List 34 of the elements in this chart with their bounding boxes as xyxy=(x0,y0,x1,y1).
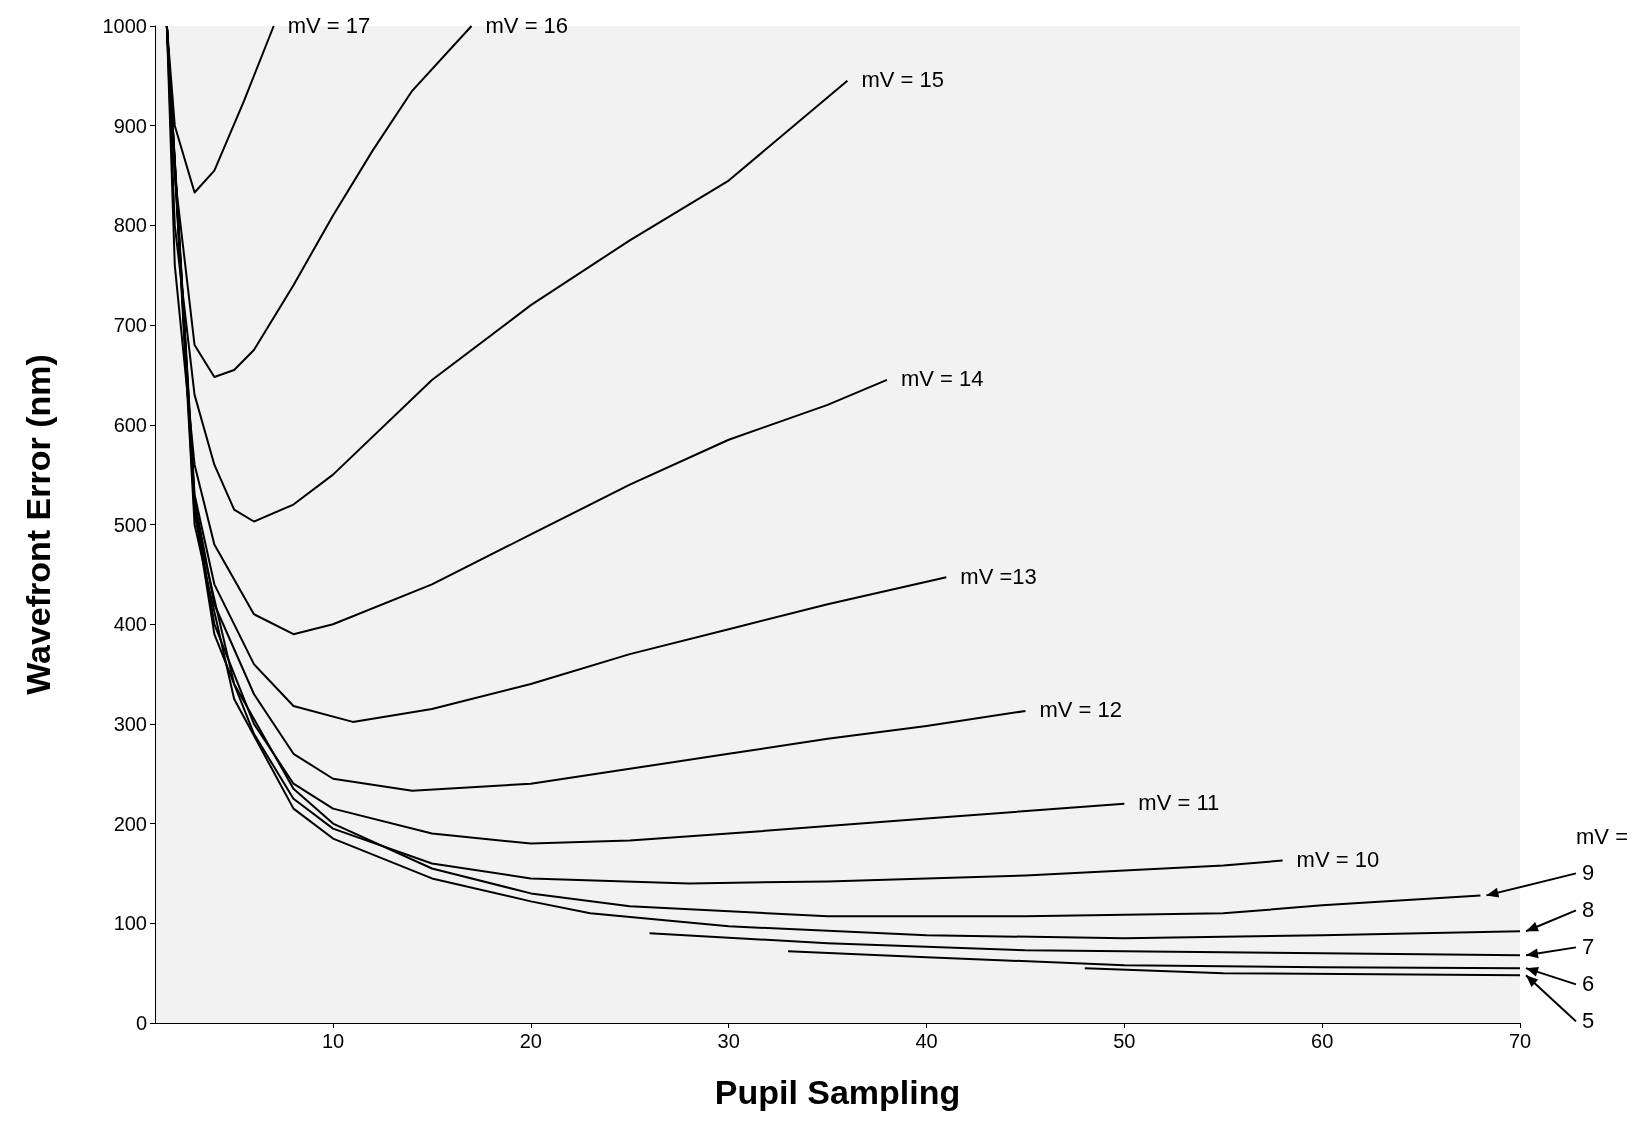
x-tick-label: 40 xyxy=(915,1030,938,1052)
x-tick-label: 60 xyxy=(1311,1030,1334,1052)
annotation: mV = 14 xyxy=(900,366,984,392)
y-tick-label: 300 xyxy=(113,712,147,735)
y-tick-label: 1000 xyxy=(102,15,147,37)
y-axis-title: Wavefront Error (nm) xyxy=(19,354,57,695)
annotation: mV = 16 xyxy=(485,12,569,38)
annotation: 8 xyxy=(1582,896,1595,922)
annotation: mV = 10 xyxy=(1296,846,1380,872)
x-tick-label: 30 xyxy=(717,1030,740,1052)
x-tick-label: 50 xyxy=(1113,1030,1136,1052)
y-tick-label: 700 xyxy=(113,314,147,337)
y-tick-label: 900 xyxy=(113,114,147,137)
annotation: 6 xyxy=(1582,970,1595,996)
y-tick-label: 500 xyxy=(113,513,147,536)
x-tick-label: 20 xyxy=(519,1030,542,1052)
x-tick-label: 10 xyxy=(321,1030,345,1052)
x-axis-title: Pupil Sampling xyxy=(714,1073,961,1111)
annotation: mV = 12 xyxy=(1039,697,1122,723)
annotation: mV = 17 xyxy=(287,12,371,38)
y-tick-label: 100 xyxy=(113,912,147,935)
annotation: mV = 11 xyxy=(1138,790,1220,816)
annotation: 9 xyxy=(1582,859,1595,885)
annotation: 5 xyxy=(1582,1007,1595,1033)
y-tick-label: 600 xyxy=(113,413,147,436)
y-tick-label: 800 xyxy=(113,214,147,237)
annotation: mV =13 xyxy=(960,563,1037,589)
y-tick-label: 200 xyxy=(113,812,147,835)
annotation: mV = 15 xyxy=(861,67,944,93)
x-tick-label: 70 xyxy=(1508,1030,1532,1052)
y-tick-label: 0 xyxy=(135,1012,147,1034)
annotation: 7 xyxy=(1582,933,1595,959)
y-tick-label: 400 xyxy=(113,613,147,636)
text: mV = xyxy=(1576,823,1629,849)
